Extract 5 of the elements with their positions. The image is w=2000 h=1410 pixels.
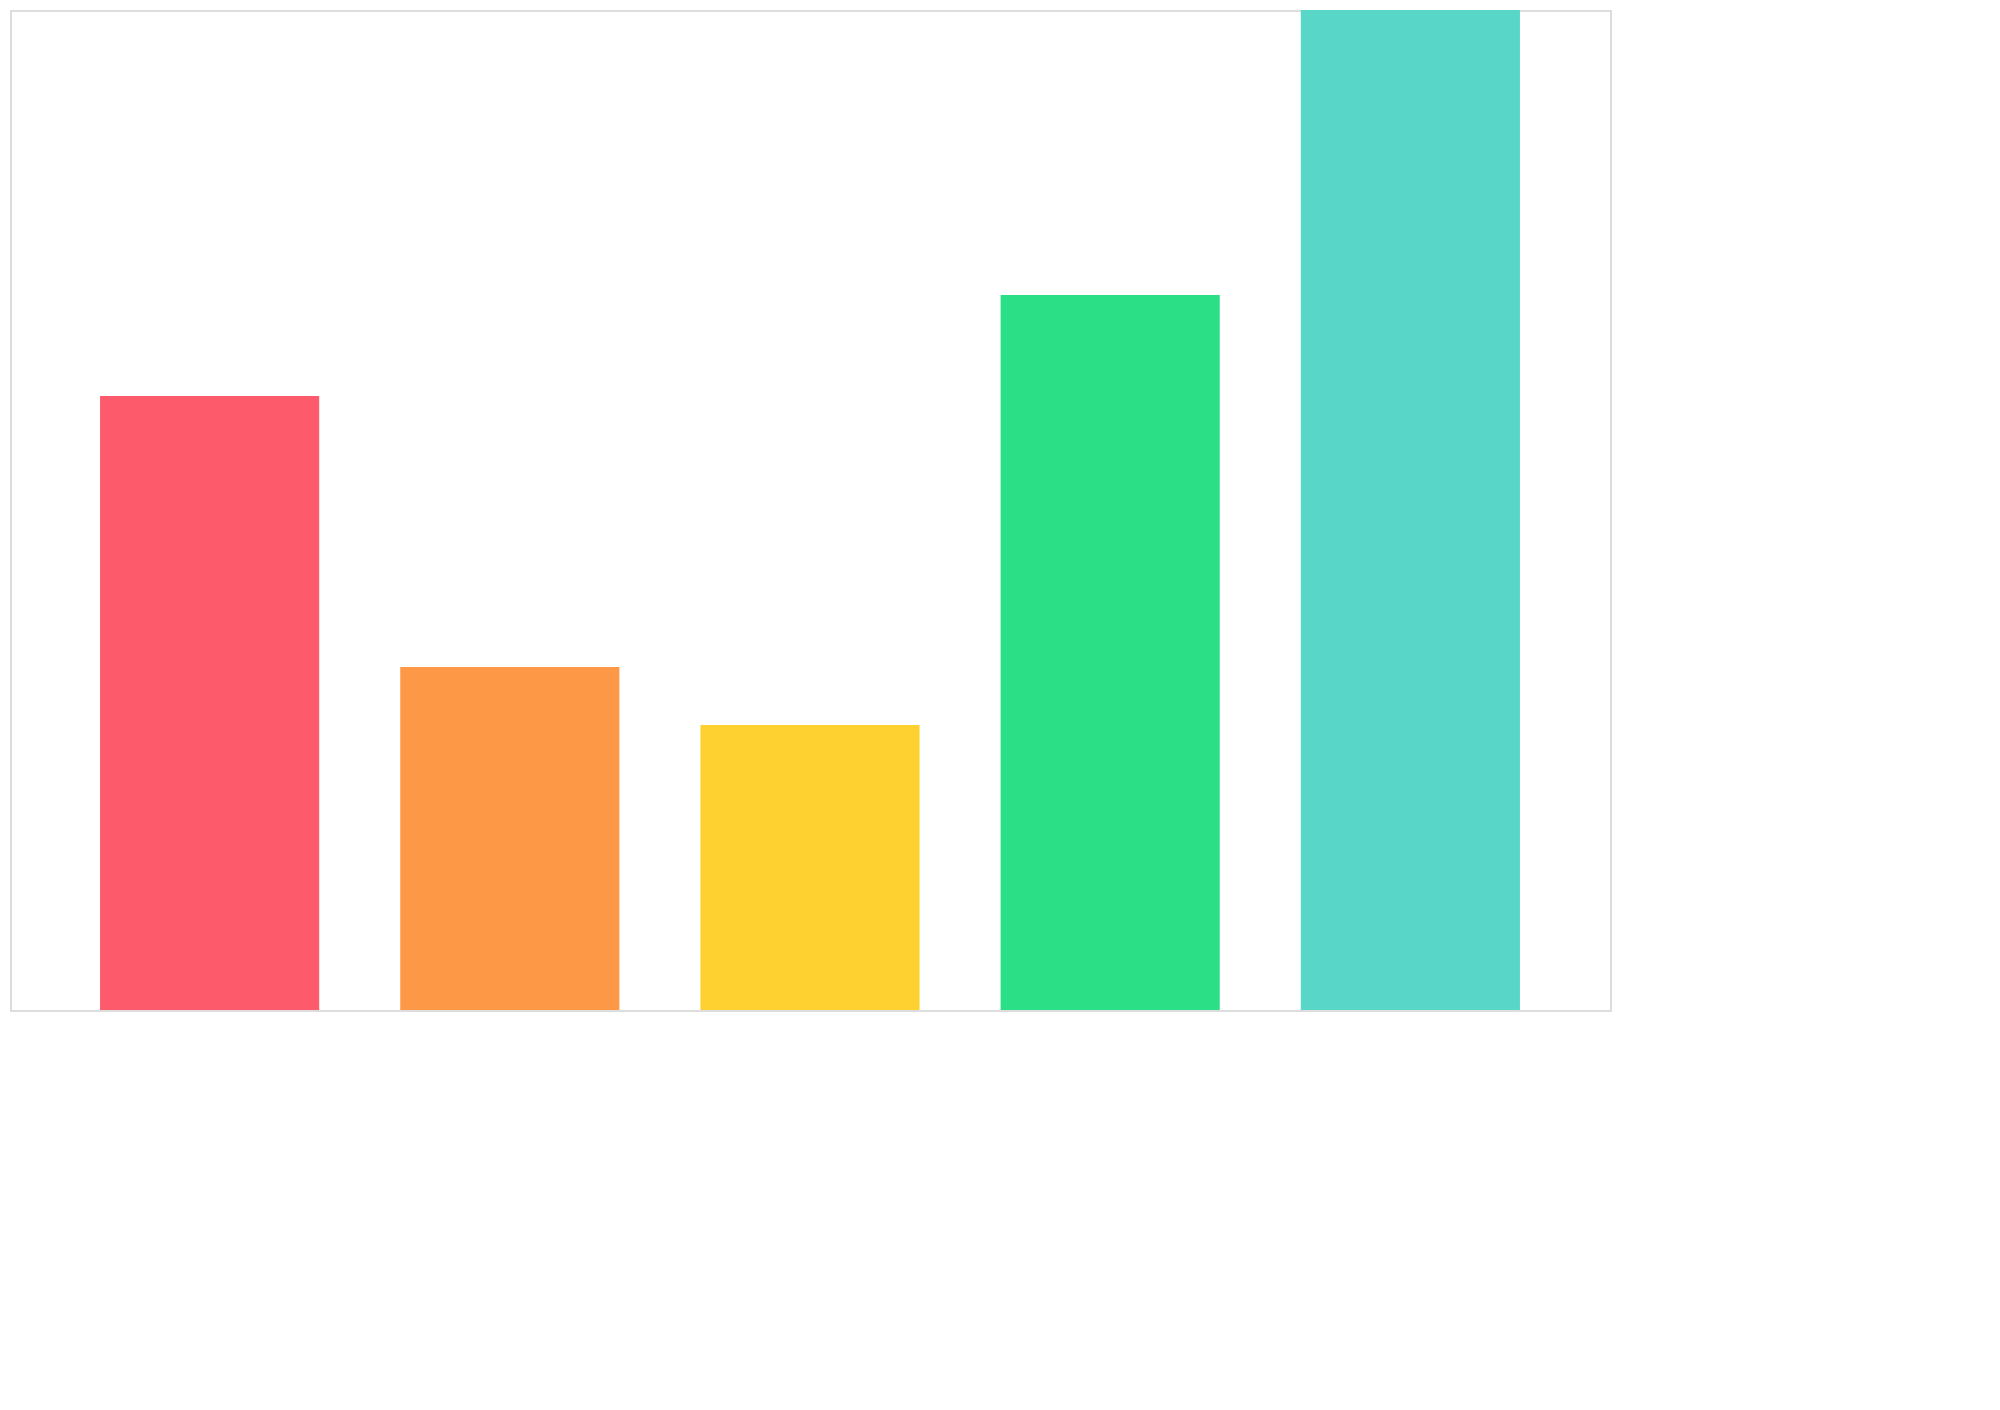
bar <box>100 396 320 1010</box>
bar <box>400 667 620 1010</box>
bar <box>1300 10 1520 1010</box>
bar <box>1000 295 1220 1010</box>
bar <box>700 725 920 1010</box>
